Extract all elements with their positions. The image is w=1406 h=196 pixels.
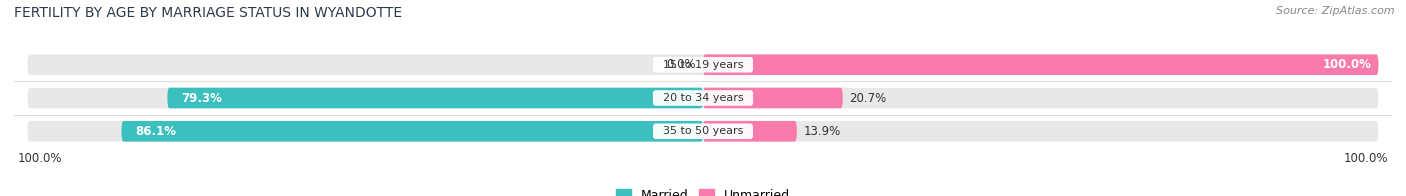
Text: FERTILITY BY AGE BY MARRIAGE STATUS IN WYANDOTTE: FERTILITY BY AGE BY MARRIAGE STATUS IN W…	[14, 6, 402, 20]
Text: 100.0%: 100.0%	[17, 152, 62, 165]
FancyBboxPatch shape	[121, 121, 703, 142]
FancyBboxPatch shape	[28, 88, 1378, 108]
Text: 13.9%: 13.9%	[804, 125, 841, 138]
Legend: Married, Unmarried: Married, Unmarried	[612, 184, 794, 196]
Text: 79.3%: 79.3%	[181, 92, 222, 104]
FancyBboxPatch shape	[703, 121, 797, 142]
FancyBboxPatch shape	[703, 54, 1378, 75]
Text: 0.0%: 0.0%	[666, 58, 696, 71]
FancyBboxPatch shape	[28, 54, 1378, 75]
Text: 100.0%: 100.0%	[1323, 58, 1372, 71]
FancyBboxPatch shape	[28, 121, 1378, 142]
FancyBboxPatch shape	[167, 88, 703, 108]
FancyBboxPatch shape	[703, 88, 842, 108]
Text: Source: ZipAtlas.com: Source: ZipAtlas.com	[1277, 6, 1395, 16]
Text: 35 to 50 years: 35 to 50 years	[655, 126, 751, 136]
Text: 86.1%: 86.1%	[135, 125, 176, 138]
Text: 15 to 19 years: 15 to 19 years	[655, 60, 751, 70]
Text: 20.7%: 20.7%	[849, 92, 887, 104]
Text: 20 to 34 years: 20 to 34 years	[655, 93, 751, 103]
Text: 100.0%: 100.0%	[1344, 152, 1389, 165]
